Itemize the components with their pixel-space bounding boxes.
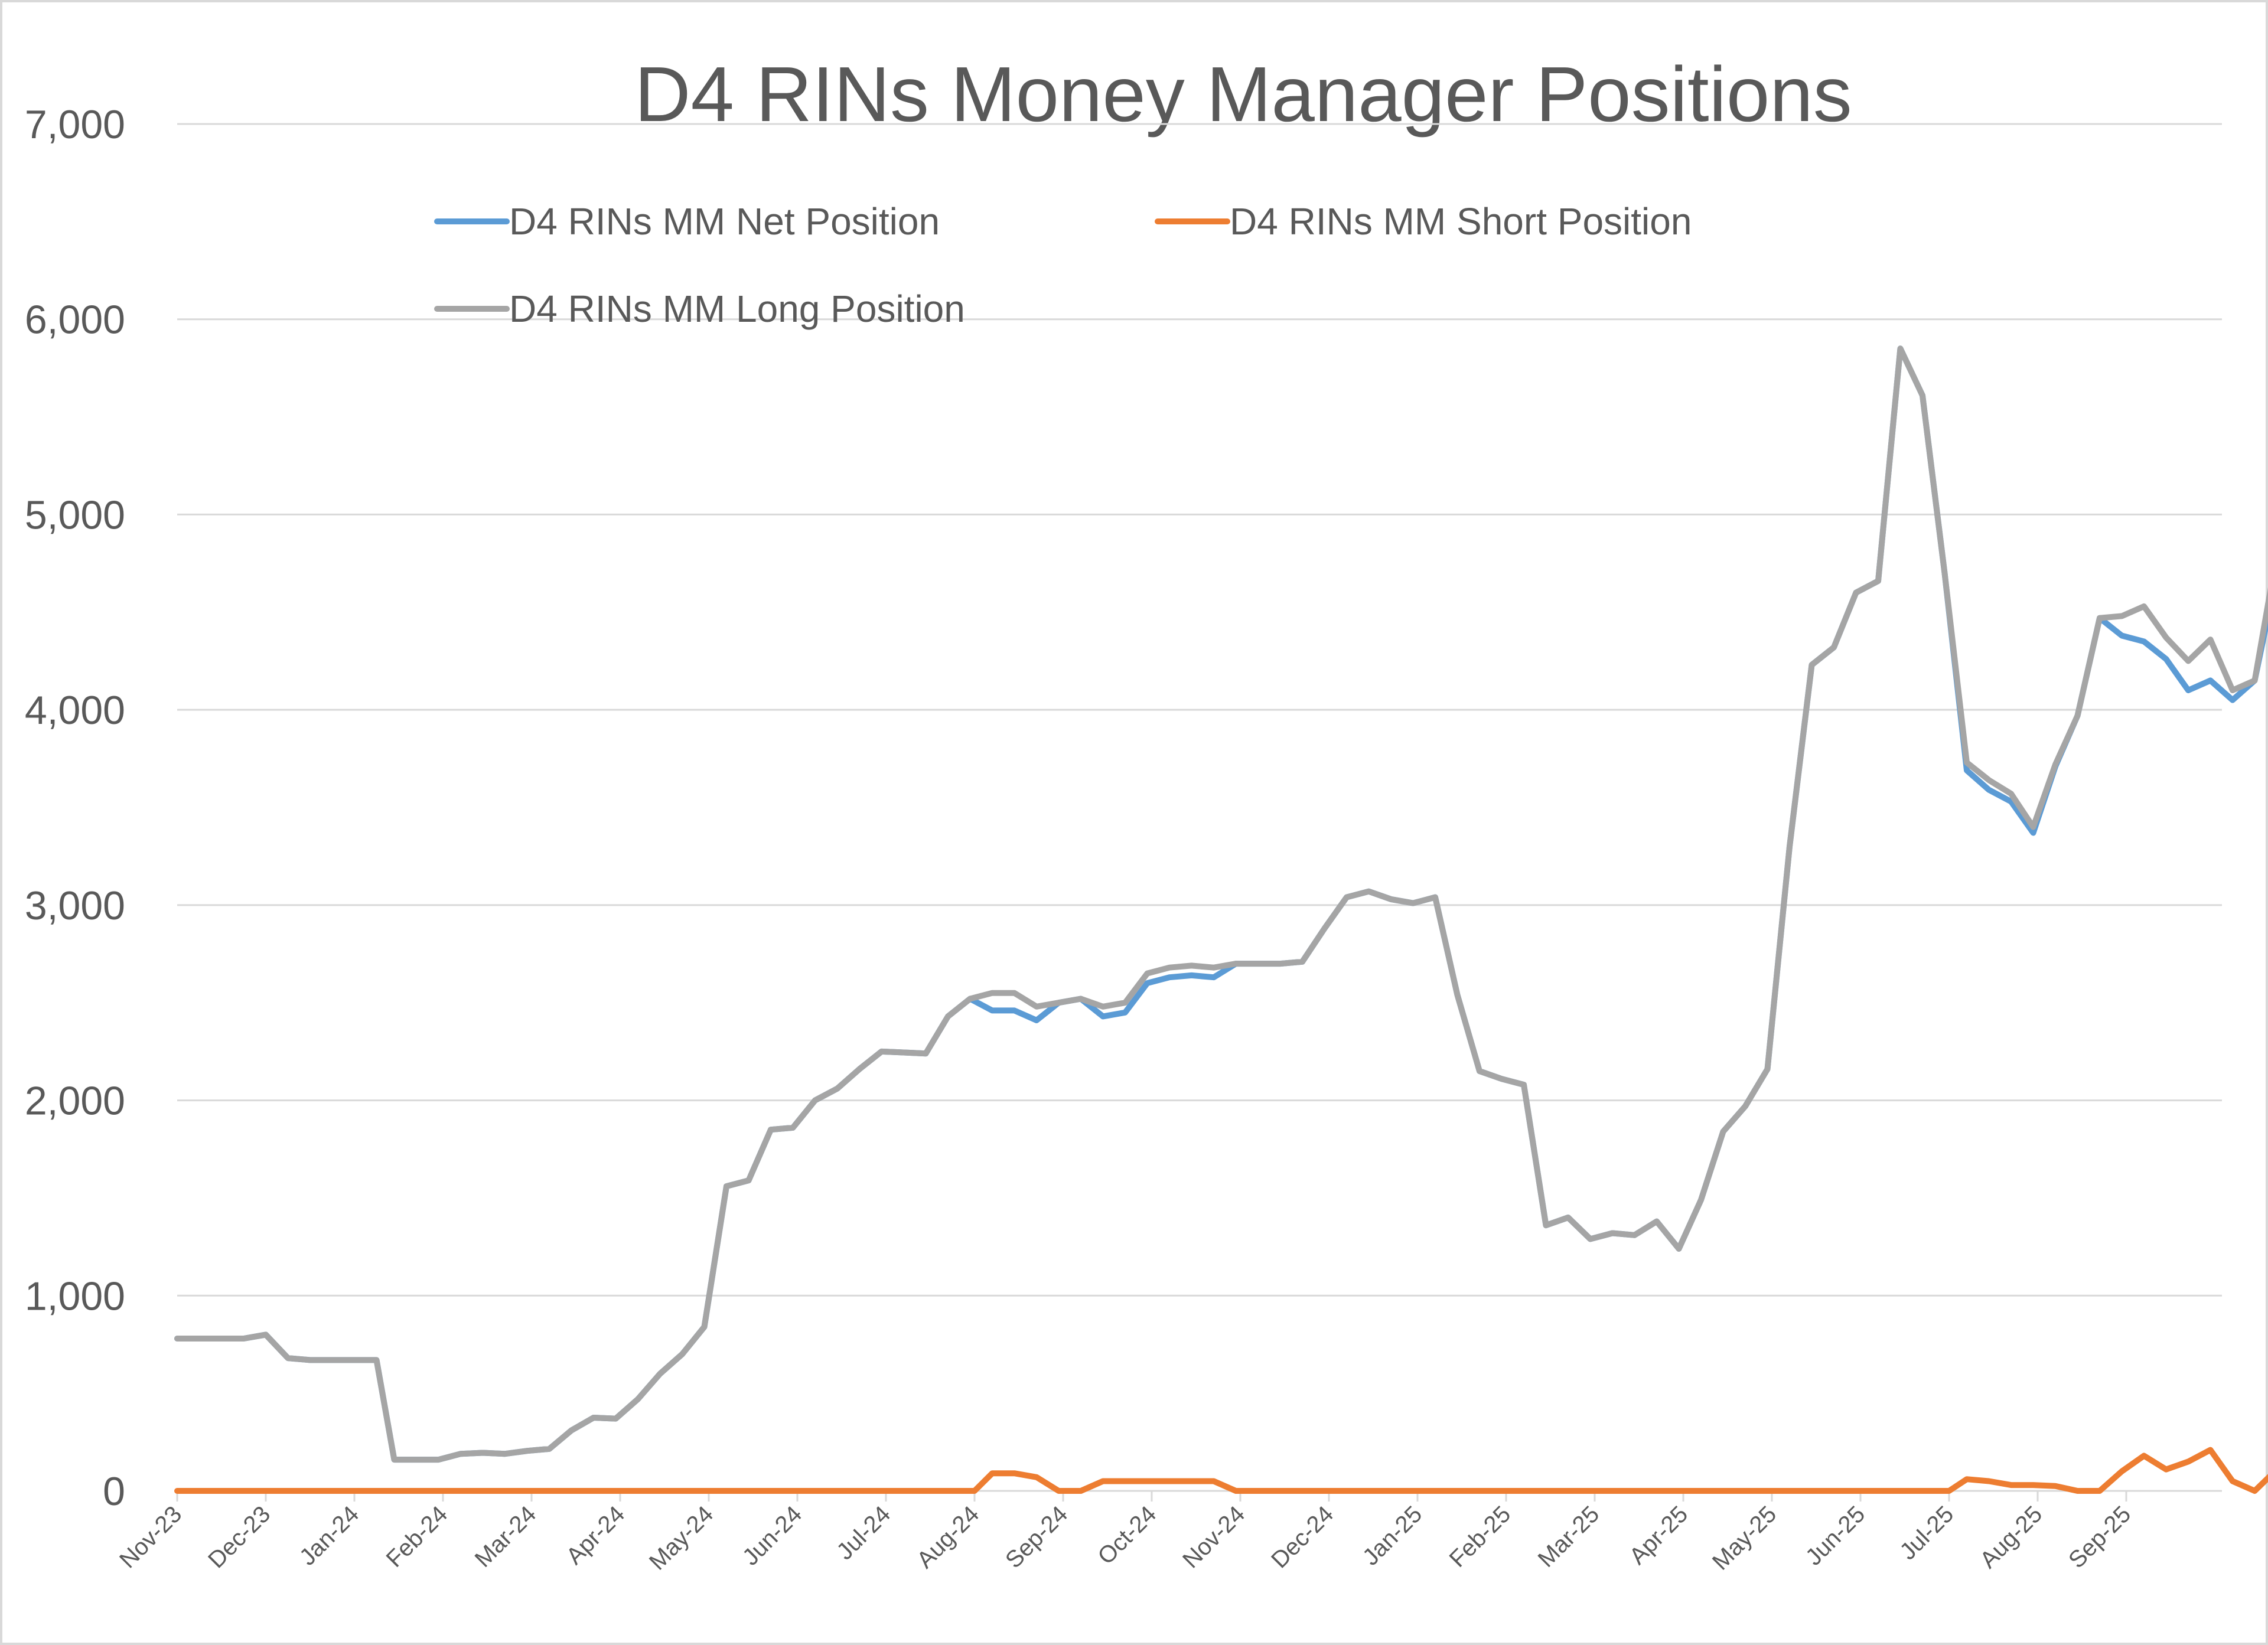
y-tick-label: 3,000: [25, 883, 125, 928]
y-tick-label: 0: [103, 1469, 125, 1514]
x-tick-label: Mar-24: [470, 1501, 542, 1572]
x-tick-label: Sep-25: [2064, 1501, 2136, 1573]
x-tick-label: Mar-25: [1533, 1501, 1605, 1572]
series-lines: [174, 345, 2268, 1494]
x-tick-label: Jul-25: [1895, 1501, 1959, 1565]
x-tick-label: Apr-24: [561, 1501, 630, 1569]
legend: D4 RINs MM Net Position D4 RINs MM Short …: [434, 200, 1692, 330]
x-tick-label: Jan-25: [1358, 1501, 1428, 1571]
x-tick-label: Dec-24: [1266, 1501, 1338, 1573]
series-line-d4-rins-mm-long-position: [174, 345, 2268, 1463]
legend-label: D4 RINs MM Net Position: [509, 200, 940, 243]
x-tick-label: Jun-25: [1801, 1501, 1871, 1571]
legend-label: D4 RINs MM Short Position: [1230, 200, 1692, 243]
x-tick-label: May-25: [1707, 1501, 1781, 1575]
x-tick-label: Feb-25: [1445, 1501, 1516, 1572]
y-tick-label: 7,000: [25, 102, 125, 147]
x-tick-label: Oct-24: [1093, 1501, 1161, 1569]
x-tick-label: Aug-25: [1975, 1501, 2047, 1573]
y-tick-label: 4,000: [25, 688, 125, 733]
x-tick-label: Sep-24: [1001, 1501, 1073, 1573]
series-line-d4-rins-mm-short-position: [174, 1447, 2268, 1494]
x-axis: Nov-23 Dec-23 Jan-24 Feb-24 Mar-24 Apr-24 May-…: [115, 1490, 2222, 1575]
x-tick-label: Jun-24: [738, 1501, 807, 1571]
x-tick-label: Apr-25: [1624, 1501, 1693, 1569]
y-axis: 0 1,000 2,000 3,000 4,000 5,000 6,000 7,000: [25, 102, 125, 1514]
x-tick-label: Nov-23: [115, 1501, 187, 1573]
x-tick-label: Dec-23: [203, 1501, 275, 1573]
x-tick-label: Feb-24: [382, 1501, 453, 1572]
x-tick-label: Jan-24: [295, 1501, 364, 1571]
x-tick-label: May-24: [644, 1501, 718, 1575]
x-tick-label: Nov-24: [1178, 1501, 1250, 1573]
y-tick-label: 6,000: [25, 298, 125, 342]
y-tick-label: 2,000: [25, 1079, 125, 1124]
y-tick-label: 1,000: [25, 1274, 125, 1318]
legend-label: D4 RINs MM Long Position: [509, 288, 965, 330]
y-tick-label: 5,000: [25, 492, 125, 537]
x-tick-label: Jul-24: [832, 1501, 895, 1565]
x-tick-label: Aug-24: [912, 1501, 984, 1573]
gridlines: [177, 123, 2222, 1297]
